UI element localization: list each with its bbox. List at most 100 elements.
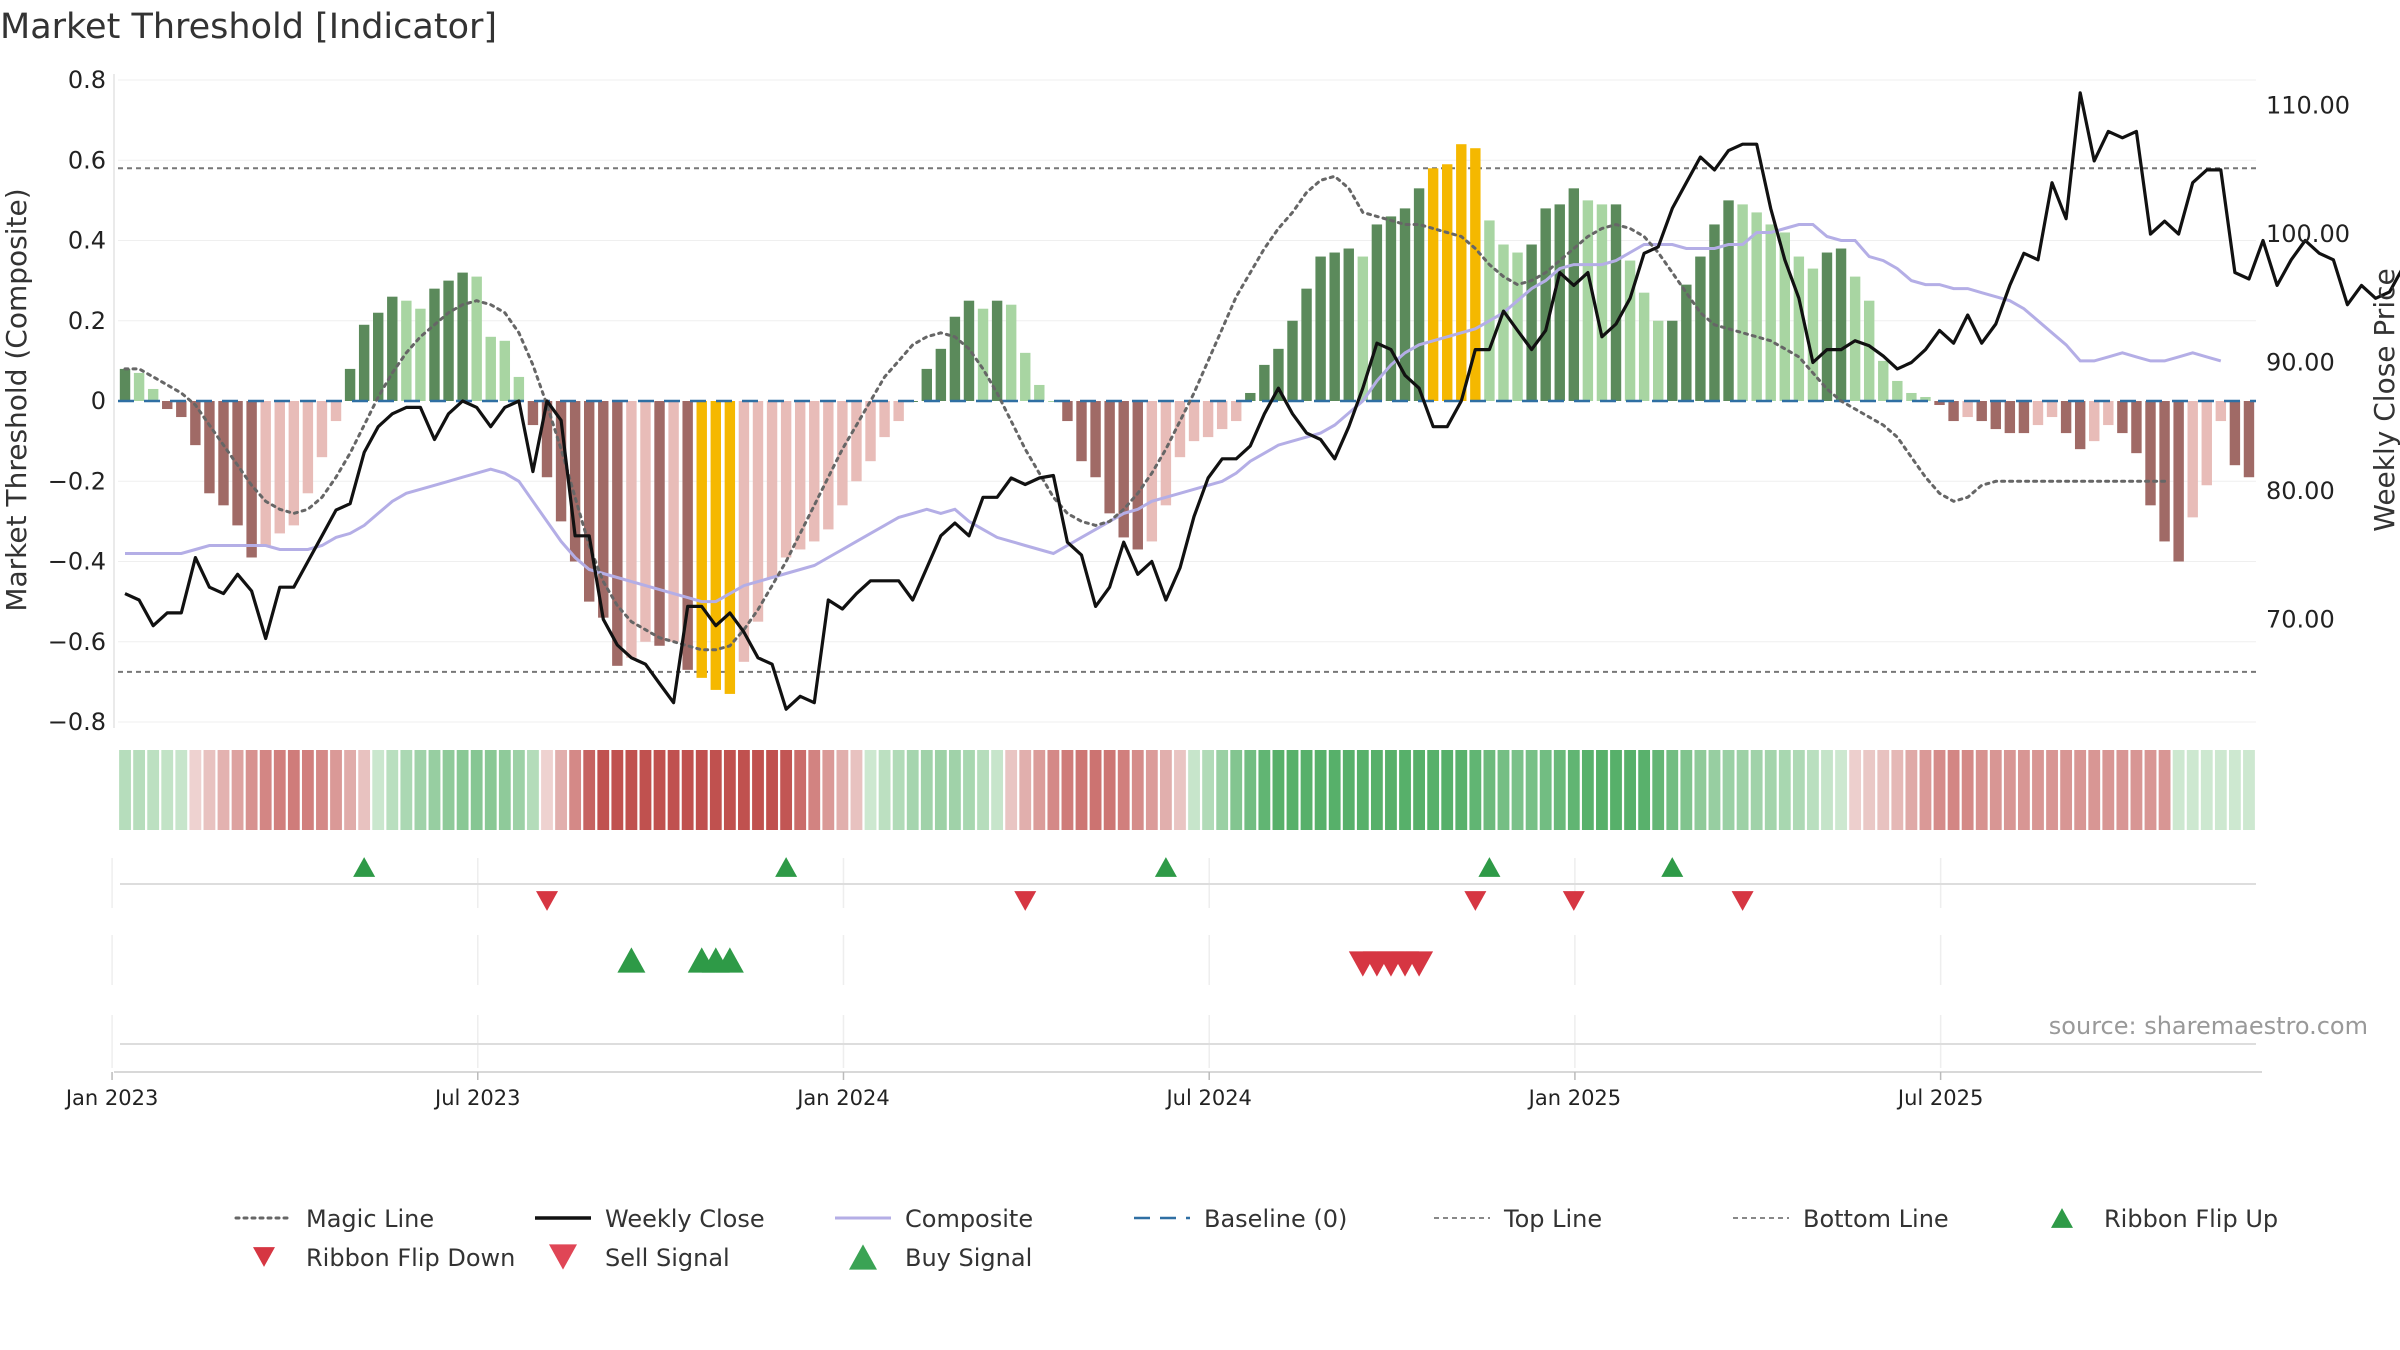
composite-bar <box>513 376 525 401</box>
composite-bar <box>1596 204 1608 401</box>
ribbon-cell <box>723 750 736 830</box>
composite-bar <box>2229 401 2241 466</box>
composite-bar <box>1554 204 1565 401</box>
composite-bar <box>1062 401 1073 422</box>
ribbon-cell <box>541 750 553 830</box>
composite-bar <box>260 401 271 546</box>
composite-bar <box>1371 224 1383 401</box>
signal-panels <box>111 857 2262 1073</box>
composite-bar <box>794 401 806 550</box>
composite-bar <box>1005 304 1017 401</box>
composite-bar <box>1413 188 1425 401</box>
sell-signal-marker <box>1405 951 1434 977</box>
right-tick-label: 70.00 <box>2266 605 2335 633</box>
composite-bar <box>598 401 609 618</box>
composite-bar <box>1273 348 1284 401</box>
composite-bar <box>176 401 187 418</box>
composite-bar <box>963 300 975 401</box>
ribbon-cell <box>1188 750 1200 830</box>
composite-bar <box>1737 204 1748 401</box>
composite-bar <box>133 372 145 401</box>
ribbon-cell <box>1750 750 1763 830</box>
ribbon-flip-down-marker <box>1464 891 1487 911</box>
composite-bar <box>738 401 750 662</box>
legend-item: Magic Line <box>234 1205 434 1233</box>
ribbon-cell <box>175 750 188 830</box>
composite-bar <box>471 276 482 401</box>
composite-bar <box>316 401 328 458</box>
ribbon-cell <box>498 750 511 830</box>
composite-bar <box>204 401 215 494</box>
composite-bar <box>935 348 947 401</box>
composite-bar <box>1357 256 1369 401</box>
composite-bar <box>457 272 468 401</box>
composite-bar <box>119 368 131 401</box>
composite-bar <box>274 401 285 534</box>
ribbon-cell <box>1230 750 1243 830</box>
ribbon-cell <box>2186 750 2199 830</box>
composite-bar <box>1484 220 1495 401</box>
ribbon-cell <box>1202 750 1215 830</box>
right-tick-label: 80.00 <box>2266 477 2335 505</box>
ribbon-cell <box>1370 750 1383 830</box>
composite-bar <box>218 401 229 506</box>
legend-item: Bottom Line <box>1733 1205 1949 1233</box>
x-axis-ticks: Jan 2023 Jul 2023 Jan 2024 Jul 2024 Jan 2025… <box>64 1072 1983 1110</box>
ribbon-cell <box>386 750 399 830</box>
ribbon-cell <box>512 750 525 830</box>
composite-bar <box>1624 260 1636 401</box>
ribbon-cell <box>822 750 835 830</box>
ribbon-cell <box>484 750 497 830</box>
composite-bar <box>1048 401 1059 402</box>
legend-item: Baseline (0) <box>1134 1205 1347 1233</box>
left-tick-label: −0.2 <box>48 467 106 495</box>
ribbon-cell <box>1567 750 1580 830</box>
composite-bar <box>640 401 651 642</box>
composite-bar <box>682 401 693 670</box>
ribbon-cell <box>442 750 455 830</box>
ribbon-cell <box>1033 750 1046 830</box>
ribbon-cell <box>569 750 582 830</box>
ribbon-cell <box>372 750 385 830</box>
composite-bar <box>1709 224 1720 401</box>
composite-bar <box>358 324 370 401</box>
ribbon-cell <box>1047 750 1060 830</box>
composite-bar <box>190 401 201 446</box>
ribbon-cell <box>1807 750 1819 830</box>
ribbon-cell <box>1666 750 1679 830</box>
composite-bar <box>1920 396 1931 401</box>
buy-signal-marker <box>617 947 646 973</box>
ribbon-cell <box>245 750 258 830</box>
right-tick-label: 90.00 <box>2266 348 2335 376</box>
composite-bar <box>823 401 834 530</box>
legend-label: Ribbon Flip Up <box>2104 1205 2278 1233</box>
composite-bar <box>1751 212 1762 401</box>
ribbon-cell <box>1061 750 1074 830</box>
legend-item: Composite <box>835 1205 1033 1233</box>
ribbon-cell <box>1089 750 1102 830</box>
ribbon-cell <box>991 750 1004 830</box>
ribbon-cell <box>766 750 778 830</box>
composite-bar <box>1976 401 1987 422</box>
legend-label: Weekly Close <box>605 1205 765 1233</box>
ribbon-cell <box>920 750 933 830</box>
ribbon-flip-up-marker <box>1154 857 1177 877</box>
legend-swatch <box>253 1247 275 1267</box>
composite-bar <box>1835 248 1847 401</box>
ribbon-cell <box>147 750 160 830</box>
ribbon-cell <box>1835 750 1847 830</box>
ribbon-cell <box>1427 750 1440 830</box>
composite-bar <box>1020 352 1031 401</box>
composite-bar <box>2074 401 2086 450</box>
ribbon-cell <box>1891 750 1904 830</box>
ribbon-cell <box>2102 750 2115 830</box>
ribbon-cell <box>1778 750 1791 830</box>
composite-bar <box>485 336 496 401</box>
ribbon-cell <box>808 750 821 830</box>
composite-bar <box>991 300 1003 401</box>
composite-bar <box>344 368 356 401</box>
composite-bar <box>1301 288 1312 401</box>
ribbon-cell <box>1764 750 1777 830</box>
ribbon-cell <box>2088 750 2101 830</box>
